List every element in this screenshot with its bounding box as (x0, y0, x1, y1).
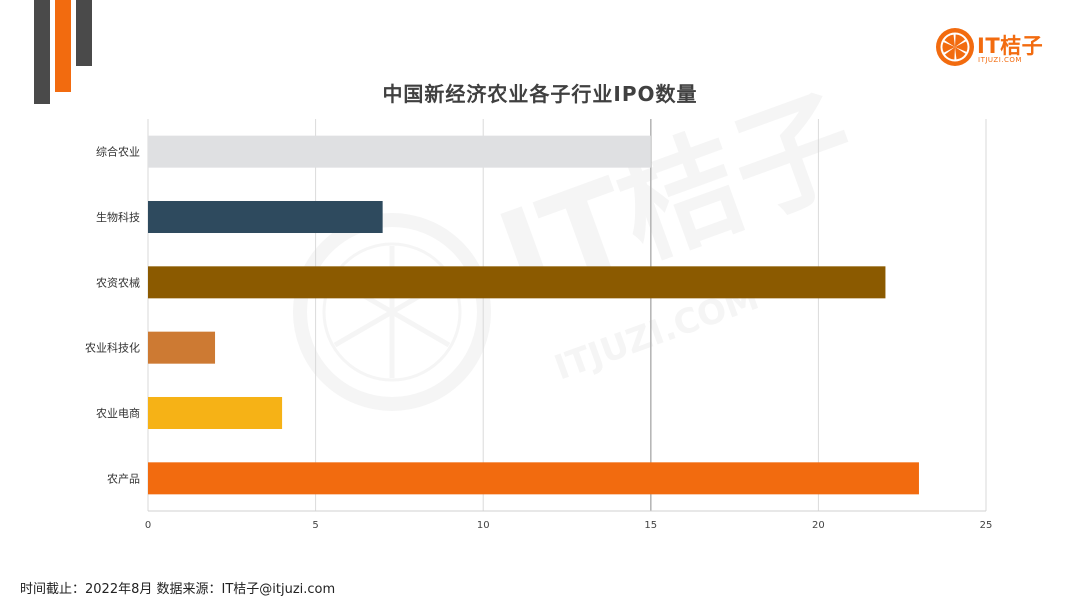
x-tick-label: 10 (477, 520, 490, 531)
watermark: IT桔子 ITJUZI.COM (293, 71, 874, 411)
bar-5 (148, 396, 283, 430)
logo-domain: ITJUZI.COM (978, 56, 1022, 64)
grid (147, 119, 987, 512)
decor-bar-dark-left (34, 0, 50, 104)
category-label: 农资农械 (96, 275, 140, 289)
x-tick-label: 25 (980, 520, 993, 531)
bar-2 (148, 200, 383, 234)
decor-bar-orange (55, 0, 71, 92)
bars (148, 135, 919, 495)
category-label: 综合农业 (96, 145, 140, 159)
watermark-logo-icon (293, 213, 491, 411)
x-tick-label: 15 (644, 520, 657, 531)
category-label: 农业电商 (96, 406, 140, 420)
bar-3 (148, 266, 886, 299)
bar-1 (148, 135, 651, 168)
bar-4 (148, 331, 216, 364)
bar-6 (148, 462, 919, 495)
x-tick-labels: 0 5 10 15 20 25 (145, 520, 993, 531)
brand-logo: IT桔子 ITJUZI.COM (935, 27, 1065, 69)
x-tick-label: 5 (312, 520, 318, 531)
category-label: 生物科技 (96, 210, 140, 224)
category-label: 农产品 (107, 471, 140, 485)
x-tick-label: 0 (145, 520, 151, 531)
footer-source: 时间截止：2022年8月 数据来源：IT桔子@itjuzi.com (20, 582, 336, 597)
logo-name: IT桔子 (977, 34, 1044, 58)
decor-bar-dark-right (76, 0, 92, 66)
chart-title: 中国新经济农业各子行业IPO数量 (382, 82, 698, 106)
category-label: 农业科技化 (85, 341, 140, 355)
x-tick-label: 20 (812, 520, 825, 531)
orange-slice-icon (936, 28, 974, 66)
